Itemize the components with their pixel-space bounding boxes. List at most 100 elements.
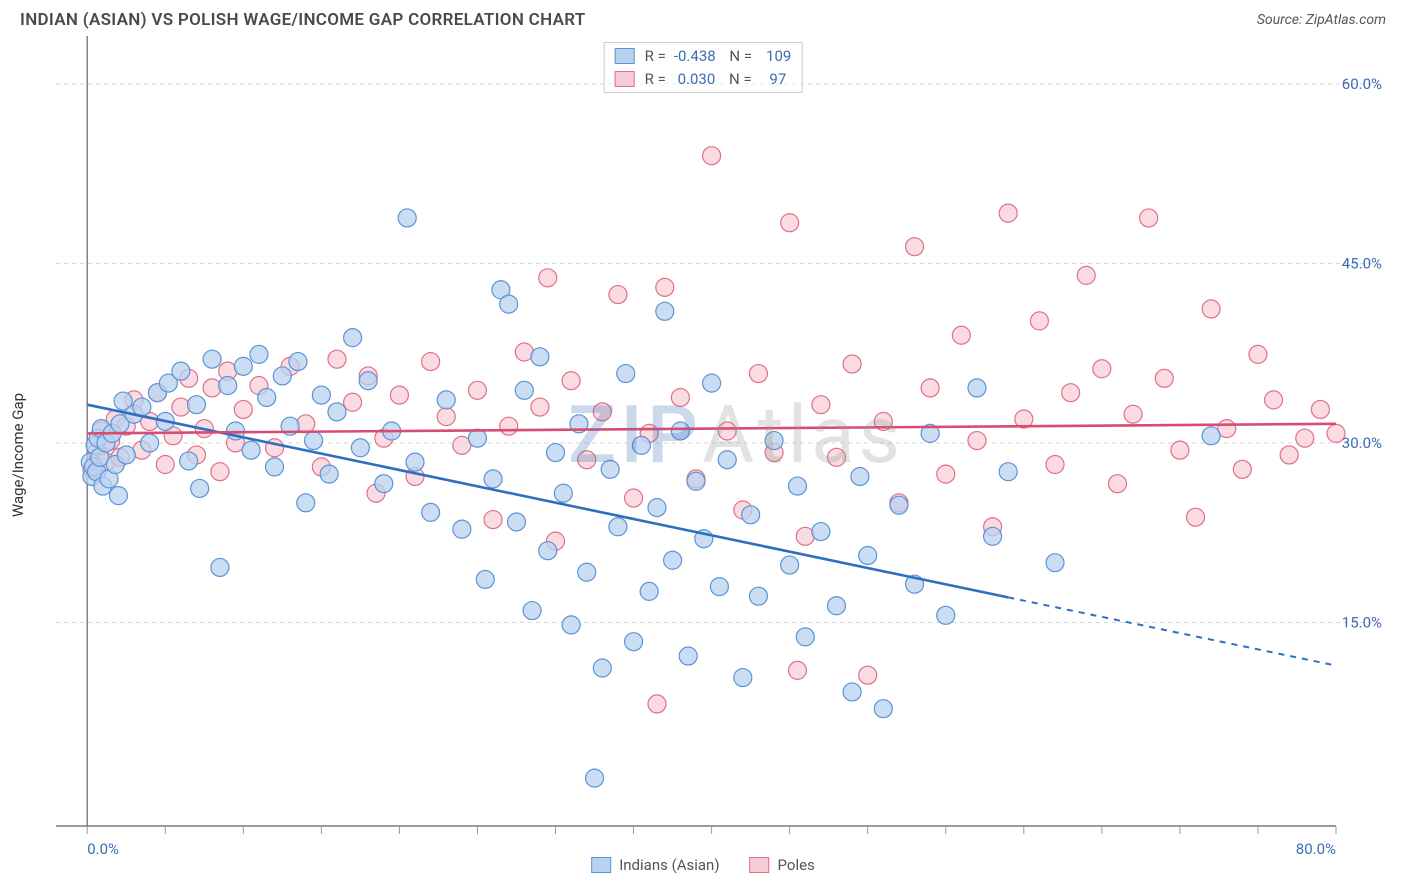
data-point (968, 432, 986, 450)
data-point (609, 286, 627, 304)
data-point (812, 523, 830, 541)
data-point (297, 494, 315, 512)
data-point (843, 355, 861, 373)
data-point (437, 391, 455, 409)
legend-label: Poles (778, 856, 815, 874)
data-point (1202, 300, 1220, 318)
data-point (578, 451, 596, 469)
stats-row-0: R = -0.438 N = 109 (615, 45, 792, 68)
data-point (859, 546, 877, 564)
data-point (710, 578, 728, 596)
data-point (515, 381, 533, 399)
data-point (554, 484, 572, 502)
data-point (211, 463, 229, 481)
data-point (203, 379, 221, 397)
r-label: R = (645, 45, 666, 68)
data-point (890, 496, 908, 514)
data-point (586, 769, 604, 787)
trend-line (87, 424, 1336, 434)
data-point (312, 386, 330, 404)
data-point (827, 597, 845, 615)
data-point (1046, 554, 1064, 572)
data-point (320, 465, 338, 483)
data-point (305, 432, 323, 450)
data-point (531, 348, 549, 366)
data-point (718, 451, 736, 469)
data-point (1155, 369, 1173, 387)
data-point (289, 353, 307, 371)
data-point (749, 587, 767, 605)
chart-source: Source: ZipAtlas.com (1257, 12, 1386, 28)
data-point (718, 422, 736, 440)
data-point (172, 362, 190, 380)
data-point (500, 417, 518, 435)
data-point (406, 453, 424, 471)
data-point (1140, 209, 1158, 227)
data-point (687, 472, 705, 490)
data-point (187, 396, 205, 414)
data-point (453, 520, 471, 538)
r-value: -0.438 (674, 45, 716, 68)
data-point (156, 456, 174, 474)
data-point (1327, 424, 1345, 442)
swatch-icon (615, 71, 635, 87)
data-point (562, 372, 580, 390)
stats-legend: R = -0.438 N = 109 R = 0.030 N = 97 (604, 42, 803, 93)
data-point (968, 379, 986, 397)
data-point (859, 666, 877, 684)
data-point (921, 379, 939, 397)
data-point (625, 633, 643, 651)
data-point (390, 386, 408, 404)
data-point (742, 506, 760, 524)
data-point (547, 444, 565, 462)
n-label: N = (726, 45, 752, 68)
data-point (476, 570, 494, 588)
data-point (1046, 456, 1064, 474)
data-point (781, 214, 799, 232)
data-point (234, 357, 252, 375)
data-point (133, 398, 151, 416)
data-point (328, 403, 346, 421)
y-tick-label: 15.0% (1342, 614, 1382, 632)
data-point (297, 415, 315, 433)
data-point (141, 434, 159, 452)
data-point (1062, 384, 1080, 402)
data-point (937, 465, 955, 483)
data-point (109, 487, 127, 505)
data-point (1280, 446, 1298, 464)
data-point (344, 329, 362, 347)
data-point (437, 408, 455, 426)
chart-area: 15.0%30.0%45.0%60.0%0.0%80.0% (56, 36, 1386, 876)
data-point (1187, 508, 1205, 526)
data-point (1265, 391, 1283, 409)
chart-title: INDIAN (ASIAN) VS POLISH WAGE/INCOME GAP… (20, 10, 586, 30)
swatch-icon (591, 857, 611, 873)
data-point (601, 460, 619, 478)
data-point (671, 388, 689, 406)
legend-item: Indians (Asian) (591, 856, 719, 874)
data-point (1311, 400, 1329, 418)
stats-row-1: R = 0.030 N = 97 (615, 68, 792, 91)
legend-label: Indians (Asian) (619, 856, 719, 874)
data-point (203, 350, 221, 368)
data-point (539, 542, 557, 560)
data-point (625, 489, 643, 507)
data-point (1233, 460, 1251, 478)
swatch-icon (750, 857, 770, 873)
data-point (422, 353, 440, 371)
data-point (328, 350, 346, 368)
data-point (1077, 266, 1095, 284)
data-point (640, 582, 658, 600)
data-point (1296, 429, 1314, 447)
data-point (593, 659, 611, 677)
data-point (500, 295, 518, 313)
data-point (781, 556, 799, 574)
data-point (984, 527, 1002, 545)
data-point (484, 470, 502, 488)
data-point (258, 388, 276, 406)
data-point (1030, 312, 1048, 330)
data-point (523, 602, 541, 620)
y-tick-label: 30.0% (1342, 434, 1382, 452)
data-point (703, 147, 721, 165)
data-point (765, 432, 783, 450)
